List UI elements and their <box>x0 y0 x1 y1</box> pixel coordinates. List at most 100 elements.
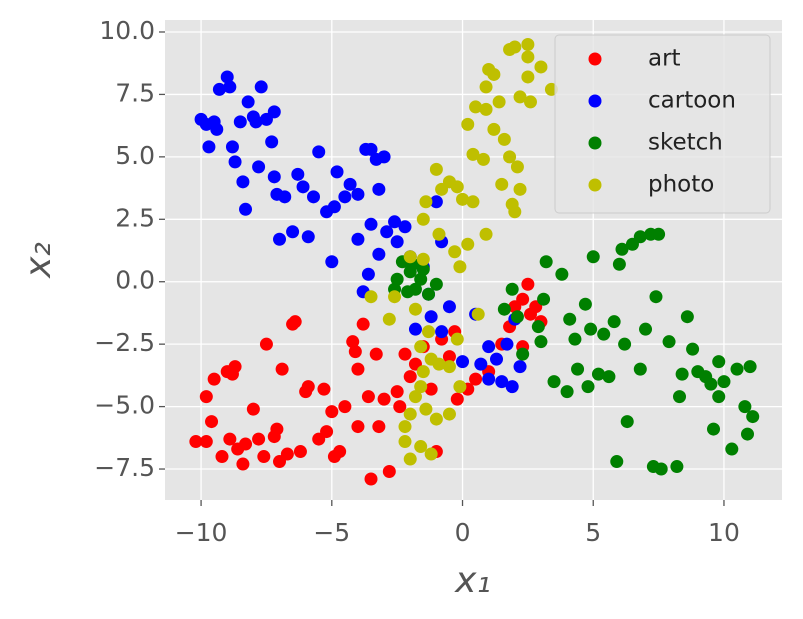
point <box>202 140 216 154</box>
y-tick-label: 10.0 <box>99 16 155 45</box>
y-axis-label: x₂ <box>18 242 59 279</box>
point <box>408 390 422 404</box>
point <box>474 357 488 371</box>
point <box>220 70 234 84</box>
point <box>497 132 511 146</box>
point <box>492 95 506 109</box>
point <box>364 142 378 156</box>
point <box>416 365 430 379</box>
point <box>288 315 302 329</box>
point <box>364 290 378 304</box>
point <box>414 340 428 354</box>
point <box>505 380 519 394</box>
y-tick-label: −5.0 <box>94 391 155 420</box>
point <box>555 267 569 281</box>
point <box>466 195 480 209</box>
point <box>422 325 436 339</box>
point <box>432 227 446 241</box>
point <box>568 332 582 346</box>
x-tick-label: −10 <box>175 518 228 547</box>
point <box>537 292 551 306</box>
point <box>223 80 237 94</box>
point <box>482 372 496 386</box>
point <box>254 80 268 94</box>
point <box>403 452 417 466</box>
point <box>199 390 213 404</box>
point <box>442 350 456 364</box>
point <box>602 370 616 384</box>
point <box>351 362 365 376</box>
point <box>330 165 344 179</box>
point <box>479 227 493 241</box>
x-tick-label: 10 <box>708 518 740 547</box>
point <box>364 217 378 231</box>
point <box>740 427 754 441</box>
point <box>670 460 684 474</box>
point <box>338 190 352 204</box>
point <box>393 400 407 414</box>
point <box>372 420 386 434</box>
point <box>654 462 668 476</box>
point <box>469 372 483 386</box>
point <box>612 257 626 271</box>
point <box>482 340 496 354</box>
x-tick-label: −5 <box>313 518 350 547</box>
point <box>432 357 446 371</box>
point <box>513 90 527 104</box>
point <box>717 375 731 389</box>
legend-label: sketch <box>648 130 723 156</box>
point <box>422 287 436 301</box>
point <box>372 182 386 196</box>
point <box>490 352 504 366</box>
point <box>408 302 422 316</box>
point <box>210 122 224 136</box>
point <box>377 392 391 406</box>
point <box>479 80 493 94</box>
point <box>633 230 647 244</box>
point <box>372 247 386 261</box>
point <box>429 162 443 176</box>
point <box>225 140 239 154</box>
point <box>398 220 412 234</box>
point <box>351 232 365 246</box>
point <box>424 310 438 324</box>
legend-box <box>554 34 771 214</box>
point <box>633 362 647 376</box>
point <box>586 250 600 264</box>
point <box>338 400 352 414</box>
point <box>228 360 242 374</box>
point <box>236 457 250 471</box>
point <box>333 445 347 459</box>
point <box>476 152 490 166</box>
point <box>403 407 417 421</box>
y-tick-label: 5.0 <box>115 141 155 170</box>
point <box>364 472 378 486</box>
point <box>205 415 219 429</box>
y-tick-label: 7.5 <box>115 78 155 107</box>
point <box>306 190 320 204</box>
point <box>620 415 634 429</box>
point <box>456 355 470 369</box>
point <box>495 177 509 191</box>
point <box>291 167 305 181</box>
point <box>534 60 548 74</box>
point <box>461 117 475 131</box>
point <box>361 390 375 404</box>
point <box>301 380 315 394</box>
point <box>390 385 404 399</box>
point <box>591 367 605 381</box>
point <box>607 315 621 329</box>
point <box>382 312 396 326</box>
point <box>228 155 242 169</box>
point <box>497 302 511 316</box>
point <box>252 160 266 174</box>
point <box>377 150 391 164</box>
legend-label: photo <box>648 172 714 198</box>
point <box>382 465 396 479</box>
point <box>730 362 744 376</box>
legend-marker <box>588 52 602 66</box>
point <box>466 147 480 161</box>
point <box>403 250 417 264</box>
point <box>296 180 310 194</box>
